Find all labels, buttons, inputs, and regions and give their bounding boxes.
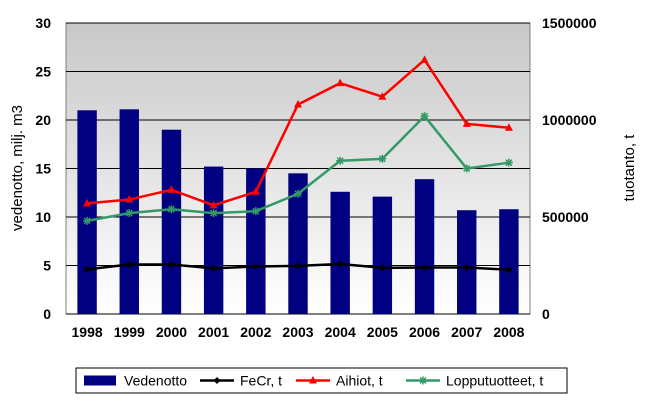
legend-item: Aihiot, t	[296, 373, 383, 389]
left-y-tick-label: 10	[35, 209, 51, 225]
x-tick-label: 2005	[367, 324, 398, 340]
point-marker	[83, 216, 92, 225]
bar	[330, 191, 350, 314]
point-marker	[251, 207, 260, 216]
point-marker	[505, 266, 513, 274]
point-marker	[252, 262, 260, 270]
legend-label: FeCr, t	[240, 373, 282, 389]
legend-label: Vedenotto	[124, 373, 187, 389]
point-marker	[251, 187, 260, 195]
point-marker	[167, 185, 176, 193]
point-marker	[294, 99, 302, 108]
x-tick-label: 2007	[451, 324, 482, 340]
bar	[288, 173, 308, 314]
x-tick-label: 1999	[114, 324, 145, 340]
point-marker	[336, 78, 345, 87]
point-marker	[463, 263, 471, 271]
x-tick-label: 2008	[493, 324, 524, 340]
line-series	[83, 260, 513, 274]
line-series	[83, 112, 513, 225]
legend: Vedenotto FeCr, t Aihiot, t Lopputuotteet, …	[75, 367, 568, 394]
point-marker	[209, 200, 218, 209]
x-tick-label: 2006	[409, 324, 440, 340]
left-y-tick-label: 5	[43, 258, 51, 274]
left-y-tick-label: 0	[43, 306, 51, 322]
left-y-tick-label: 25	[35, 64, 51, 80]
left-y-tick-label: 15	[35, 161, 51, 177]
point-marker	[83, 198, 92, 207]
point-marker	[210, 264, 218, 272]
x-tick-label: 2001	[198, 324, 229, 340]
legend-item: FeCr, t	[200, 373, 282, 389]
x-tick-label: 1998	[72, 324, 103, 340]
legend-item: Vedenotto	[84, 373, 187, 389]
legend-item: Lopputuotteet, t	[406, 373, 543, 389]
right-y-tick-label: 1500000	[542, 15, 597, 31]
point-marker	[167, 261, 175, 269]
right-y-tick-labels: 0 500000 1000000 1500000	[542, 15, 597, 322]
point-marker	[504, 123, 513, 131]
bar	[203, 166, 224, 314]
left-y-tick-labels: 0 5 10 15 20 25 30	[35, 15, 51, 322]
point-marker	[309, 376, 317, 384]
bar	[499, 209, 519, 314]
x-tick-label: 2003	[282, 324, 313, 340]
point-marker	[462, 164, 471, 173]
point-marker	[378, 92, 387, 100]
bar	[161, 129, 182, 314]
x-tick-label: 2000	[156, 324, 187, 340]
line-series-group	[83, 55, 513, 274]
point-marker	[125, 195, 134, 203]
point-marker	[294, 189, 302, 198]
point-marker	[167, 205, 176, 214]
point-marker	[125, 261, 133, 269]
bar	[372, 196, 393, 314]
legend-label: Lopputuotteet, t	[446, 373, 543, 389]
left-y-tick-label: 30	[35, 15, 51, 31]
left-axis-title: vedenotto, milj. m3	[9, 105, 26, 231]
bar	[414, 179, 435, 314]
right-y-tick-label: 1000000	[542, 112, 597, 128]
x-tick-label: 2004	[325, 324, 356, 340]
point-marker	[125, 209, 134, 218]
right-y-tick-label: 500000	[542, 209, 589, 225]
point-marker	[420, 55, 429, 63]
bar	[77, 110, 97, 314]
legend-swatch	[84, 375, 116, 386]
point-marker	[294, 262, 302, 270]
bar	[246, 168, 266, 314]
point-marker	[336, 260, 344, 268]
right-axis-title: tuotanto, t	[621, 134, 638, 202]
point-marker	[378, 154, 387, 163]
bar-series	[77, 109, 519, 314]
point-marker	[378, 264, 386, 272]
point-marker	[462, 119, 471, 127]
x-tick-labels: 1998 1999 2000 2001 2002 2003 2004 2005 2006 2007…	[72, 324, 525, 340]
point-marker	[213, 377, 221, 384]
point-marker	[421, 263, 429, 271]
point-marker	[209, 209, 218, 218]
point-marker	[83, 265, 91, 273]
bar	[457, 210, 477, 314]
point-marker	[336, 156, 345, 165]
point-marker	[419, 376, 427, 385]
right-y-tick-label: 0	[542, 306, 550, 322]
point-marker	[504, 158, 513, 167]
x-tick-label: 2002	[240, 324, 271, 340]
point-marker	[420, 112, 429, 121]
line-series	[83, 55, 513, 209]
legend-label: Aihiot, t	[336, 373, 383, 389]
left-y-tick-label: 20	[35, 112, 51, 128]
